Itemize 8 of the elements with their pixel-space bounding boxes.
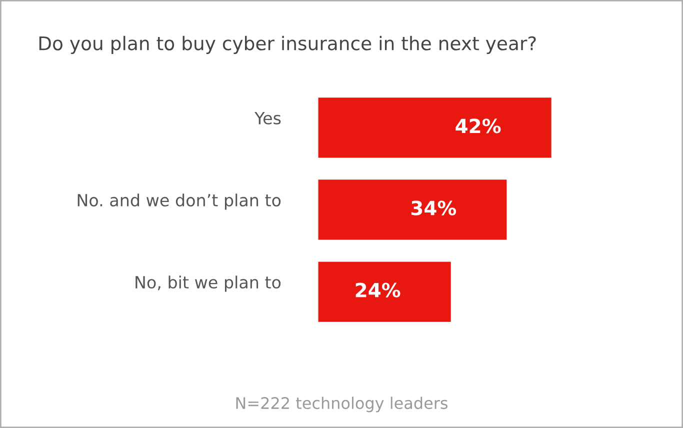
y-tick-label: No, bit we plan to <box>136 276 281 292</box>
data-label: 34% <box>411 200 456 216</box>
data-label: 24% <box>356 282 400 298</box>
y-tick-label: Yes <box>254 112 281 124</box>
data-label: 42% <box>456 118 501 134</box>
y-tick-label: No. and we don’t plan to <box>78 194 281 210</box>
text: N=222 technology leaders <box>236 396 448 412</box>
chart-title: Do you plan to buy cyber insurance in the next year? <box>39 36 536 54</box>
